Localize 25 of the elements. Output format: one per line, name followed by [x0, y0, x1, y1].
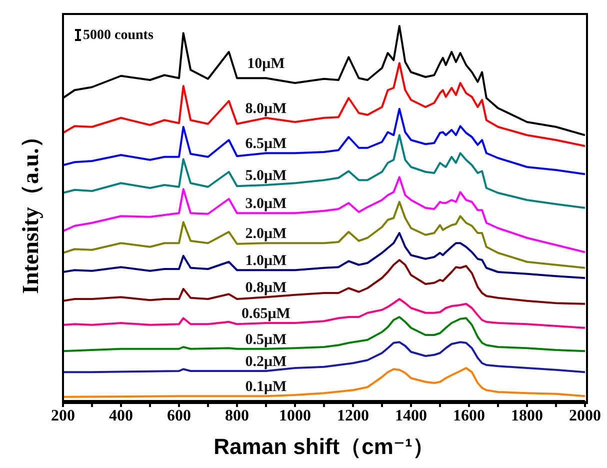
x-tick-label: 2000: [569, 407, 601, 424]
x-tick-label: 1600: [453, 407, 485, 424]
annotation: 5000 counts: [83, 28, 154, 44]
series-label: 0.2μM: [245, 354, 287, 370]
series-label: 0.8μM: [245, 280, 287, 296]
series-label: 8.0μM: [245, 100, 287, 117]
series-label: 5.0μM: [245, 168, 287, 184]
x-tick-label: 400: [109, 407, 133, 424]
x-tick-label: 1200: [337, 407, 369, 424]
series-label: 0.5μM: [245, 332, 287, 348]
series-label: 0.65μM: [242, 306, 290, 322]
x-tick-label: 1000: [279, 407, 311, 424]
series-label: 0.1μM: [245, 379, 287, 396]
series-label: 6.5μM: [245, 136, 287, 152]
y-axis-title: Intensity（a.u.）: [16, 124, 44, 296]
x-tick-label: 800: [225, 407, 249, 424]
series-label: 1.0μM: [245, 253, 287, 270]
series-label: 10μM: [247, 56, 285, 72]
series-label: 3.0μM: [245, 196, 287, 212]
x-tick-label: 600: [167, 407, 191, 424]
x-axis-title: Raman shift（cm⁻¹）: [212, 433, 436, 461]
x-tick-label: 1400: [395, 407, 427, 424]
series-label: 2.0μM: [245, 226, 287, 242]
x-tick-label: 200: [51, 407, 75, 424]
x-tick-label: 1800: [511, 407, 543, 424]
